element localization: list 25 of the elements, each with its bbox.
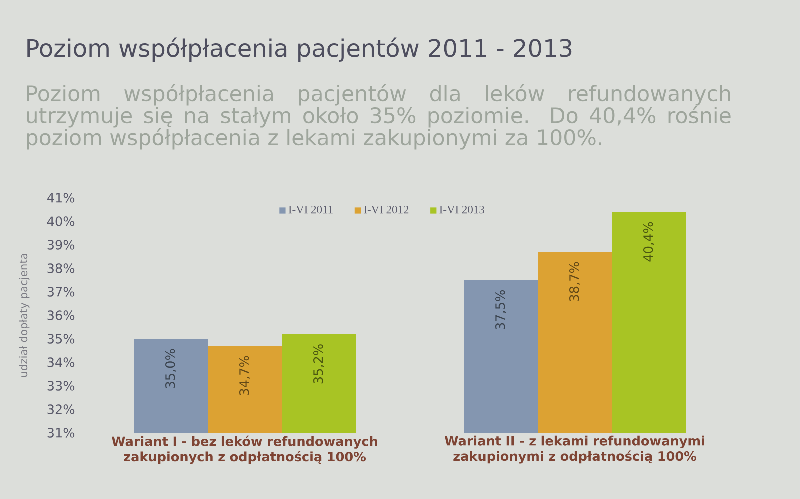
x-tick-label: Wariant II - z lekami refundowanymi zakupionymi z odpłatnością 100% [444,436,704,464]
y-tick-label: 35% [48,334,75,344]
y-tick-label: 39% [48,240,75,250]
chart-title: Poziom współpłacenia pacjentów 2011 - 2013 [28,38,572,62]
data-label: 40,4% [644,222,654,262]
chart-subtitle: Poziom współpłacenia pacjentów dla leków refundowanych utrzymuje się na stałym około 35% poziomie. Do 40,4% rośnie poziom współpłacenia z lekami zakupionymi za 100%. [27,84,731,150]
y-tick-label: 41% [47,193,75,203]
data-label: 35,2% [314,344,324,384]
x-tick-label: Wariant I - bez leków refundowanych zakupionych z odpłatnością 100% [112,436,378,464]
y-tick-label: 32% [48,404,75,414]
data-label: 35,0% [166,349,176,388]
y-tick-label: 31% [48,428,75,438]
y-tick-label: 34% [48,358,75,368]
y-tick-label: 36% [48,310,75,320]
legend-label: I-VI 2011 [288,206,333,214]
y-tick-label: 37% [48,287,75,297]
legend-label: I-VI 2013 [440,206,484,214]
y-tick-label: 38% [48,264,75,274]
data-label: 34,7% [240,356,250,396]
data-label: 37,5% [496,290,506,330]
y-axis-title: udział dopłaty pacjenta [19,254,30,377]
legend-label: I-VI 2012 [364,206,409,214]
data-label: 38,7% [570,262,580,302]
y-tick-label: 33% [48,381,75,391]
y-tick-label: 40% [47,216,75,226]
